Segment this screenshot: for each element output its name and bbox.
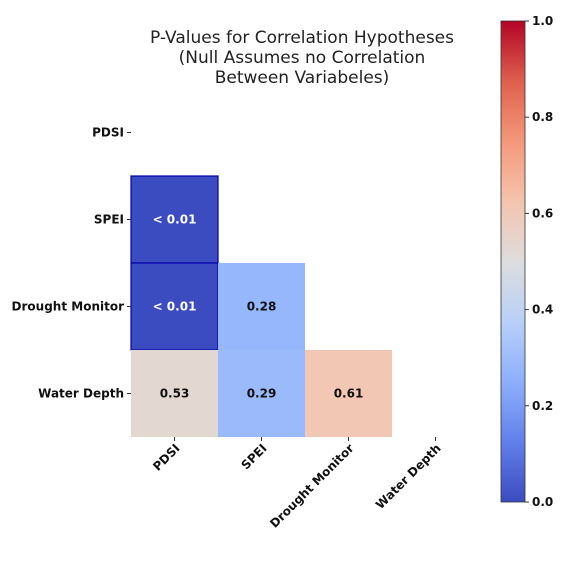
- colorbar-tick-label: 1.0: [532, 14, 553, 28]
- cell-value-label: 0.28: [247, 300, 277, 314]
- cell-value-label: 0.29: [247, 387, 277, 401]
- heatmap-cell: [130, 262, 219, 351]
- heatmap-cell: [305, 350, 392, 437]
- cell-value-label: < 0.01: [153, 300, 197, 314]
- heatmap-cell: [130, 175, 219, 264]
- colorbar: 0.0 0.2 0.4 0.6 0.8 1.0: [500, 14, 553, 509]
- colorbar-tick-label: 0.6: [532, 206, 553, 220]
- row-labels: PDSI SPEI Drought Monitor Water Depth: [12, 126, 131, 401]
- heatmap-cell: [218, 263, 305, 350]
- chart-title: P-Values for Correlation Hypotheses (Nul…: [150, 28, 454, 88]
- colorbar-gradient: [500, 20, 526, 503]
- column-label: SPEI: [238, 441, 269, 472]
- cell-value-label: 0.53: [160, 387, 190, 401]
- column-label: Water Depth: [373, 441, 444, 512]
- cell-value-label: 0.61: [334, 387, 364, 401]
- column-label: PDSI: [150, 441, 182, 473]
- chart-title-line-2: (Null Assumes no Correlation: [179, 48, 426, 68]
- heatmap-cell: [218, 350, 305, 437]
- chart-title-line-3: Between Variabeles): [215, 68, 390, 88]
- cell-value-label: < 0.01: [153, 213, 197, 227]
- row-label: SPEI: [94, 213, 124, 227]
- row-label: Water Depth: [38, 387, 124, 401]
- column-label: Drought Monitor: [267, 441, 356, 530]
- colorbar-tick-label: 0.4: [532, 303, 553, 317]
- heatmap-cells: < 0.01 < 0.01 0.28 0.53 0.29 0.61: [130, 175, 392, 437]
- colorbar-tick-label: 0.0: [532, 495, 553, 509]
- row-label: PDSI: [92, 126, 124, 140]
- row-label: Drought Monitor: [12, 300, 125, 314]
- colorbar-tick-label: 0.2: [532, 399, 553, 413]
- heatmap-cell: [131, 350, 218, 437]
- chart-title-line-1: P-Values for Correlation Hypotheses: [150, 28, 454, 48]
- colorbar-tick-label: 0.8: [532, 110, 553, 124]
